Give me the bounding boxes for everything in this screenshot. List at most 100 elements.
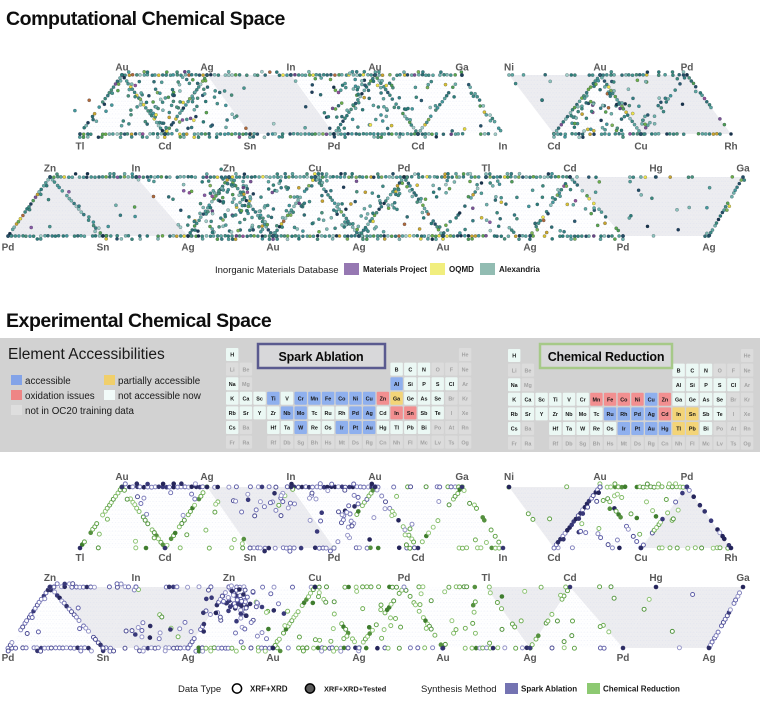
svg-text:Tc: Tc	[311, 411, 317, 417]
svg-text:N: N	[422, 367, 426, 373]
svg-text:not accessible now: not accessible now	[118, 391, 202, 402]
svg-text:Spark Ablation: Spark Ablation	[521, 685, 577, 694]
svg-text:Ts: Ts	[448, 440, 454, 446]
svg-text:Ag: Ag	[702, 243, 715, 254]
svg-text:Os: Os	[324, 426, 331, 432]
svg-text:Ga: Ga	[393, 397, 401, 403]
svg-text:K: K	[512, 398, 516, 404]
svg-text:Inorganic Materials Database: Inorganic Materials Database	[215, 265, 339, 276]
svg-text:Co: Co	[338, 397, 346, 403]
svg-text:Au: Au	[368, 472, 381, 483]
svg-text:Zr: Zr	[553, 412, 559, 418]
svg-text:Pb: Pb	[689, 427, 697, 433]
svg-text:Ra: Ra	[242, 440, 250, 446]
svg-text:Au: Au	[266, 653, 279, 664]
svg-text:Ge: Ge	[689, 398, 696, 404]
svg-text:Experimental Chemical Space: Experimental Chemical Space	[6, 310, 272, 332]
svg-text:Cd: Cd	[661, 412, 668, 418]
svg-text:Db: Db	[565, 441, 573, 447]
svg-text:In: In	[499, 142, 508, 153]
svg-text:Sn: Sn	[97, 653, 110, 664]
svg-text:Ag: Ag	[702, 653, 715, 664]
svg-text:Pt: Pt	[635, 427, 641, 433]
svg-text:Te: Te	[435, 411, 441, 417]
svg-text:Ag: Ag	[352, 243, 365, 254]
svg-text:Bi: Bi	[703, 427, 709, 433]
svg-text:Pd: Pd	[634, 412, 641, 418]
svg-text:Ni: Ni	[635, 398, 641, 404]
svg-text:not in OC20 training data: not in OC20 training data	[25, 406, 134, 417]
svg-text:Au: Au	[115, 63, 128, 74]
svg-text:Ge: Ge	[407, 397, 414, 403]
svg-text:Cu: Cu	[308, 573, 321, 584]
svg-text:Pd: Pd	[617, 653, 630, 664]
svg-text:B: B	[395, 367, 399, 373]
svg-text:accessible: accessible	[25, 376, 71, 387]
svg-text:In: In	[287, 472, 296, 483]
svg-text:O: O	[436, 367, 440, 373]
svg-text:Nh: Nh	[393, 440, 400, 446]
svg-text:Pd: Pd	[617, 243, 630, 254]
svg-text:F: F	[732, 368, 736, 374]
svg-text:Pd: Pd	[398, 573, 411, 584]
svg-text:Kr: Kr	[462, 397, 469, 403]
svg-text:Mt: Mt	[339, 440, 345, 446]
svg-text:Sn: Sn	[244, 142, 257, 153]
svg-text:oxidation issues: oxidation issues	[25, 391, 95, 402]
svg-text:Ag: Ag	[523, 653, 536, 664]
svg-text:XRF+XRD+Tested: XRF+XRD+Tested	[324, 685, 387, 694]
svg-text:Sn: Sn	[97, 243, 110, 254]
svg-text:Ta: Ta	[284, 426, 291, 432]
svg-text:Ti: Ti	[553, 398, 558, 404]
svg-text:Pd: Pd	[328, 553, 341, 564]
svg-text:Cu: Cu	[634, 142, 647, 153]
svg-text:Ir: Ir	[622, 427, 626, 433]
svg-text:Ag: Ag	[352, 653, 365, 664]
svg-text:Sc: Sc	[256, 397, 263, 403]
svg-text:F: F	[450, 367, 454, 373]
svg-text:Na: Na	[229, 382, 237, 388]
svg-text:Os: Os	[606, 427, 613, 433]
svg-text:In: In	[499, 553, 508, 564]
svg-text:Mo: Mo	[297, 411, 305, 417]
svg-text:Ag: Ag	[366, 411, 373, 417]
svg-text:Au: Au	[368, 63, 381, 74]
svg-text:Sn: Sn	[407, 411, 414, 417]
svg-text:Materials Project: Materials Project	[363, 265, 427, 274]
svg-text:Sg: Sg	[297, 440, 304, 446]
svg-text:Bi: Bi	[421, 426, 427, 432]
svg-text:I: I	[733, 412, 735, 418]
svg-text:Nb: Nb	[565, 412, 573, 418]
svg-text:Og: Og	[743, 441, 751, 447]
svg-text:Cu: Cu	[634, 553, 647, 564]
svg-text:Chemical Reduction: Chemical Reduction	[603, 685, 680, 694]
svg-text:Zn: Zn	[44, 573, 56, 584]
svg-text:Al: Al	[676, 383, 682, 389]
svg-text:Pd: Pd	[681, 472, 694, 483]
svg-text:Fe: Fe	[325, 397, 331, 403]
svg-text:Hg: Hg	[379, 426, 386, 432]
svg-text:Fe: Fe	[607, 398, 613, 404]
svg-text:Be: Be	[524, 368, 531, 374]
svg-text:Rb: Rb	[511, 412, 519, 418]
svg-text:partially accessible: partially accessible	[118, 376, 201, 387]
svg-text:Ga: Ga	[736, 164, 750, 175]
svg-text:Na: Na	[511, 383, 519, 389]
svg-text:Y: Y	[540, 412, 544, 418]
svg-text:Ni: Ni	[504, 63, 514, 74]
svg-text:Ti: Ti	[271, 397, 276, 403]
svg-text:Ca: Ca	[242, 397, 250, 403]
svg-text:Cu: Cu	[648, 398, 655, 404]
svg-text:Y: Y	[258, 411, 262, 417]
svg-text:Ds: Ds	[352, 440, 359, 446]
svg-text:Cu: Cu	[308, 164, 321, 175]
svg-text:Mc: Mc	[420, 440, 428, 446]
svg-text:Rn: Rn	[462, 426, 469, 432]
svg-text:Hs: Hs	[325, 440, 332, 446]
svg-text:Bh: Bh	[593, 441, 600, 447]
svg-text:Be: Be	[242, 367, 249, 373]
svg-text:Al: Al	[394, 382, 400, 388]
svg-text:XRF+XRD: XRF+XRD	[250, 685, 288, 694]
svg-text:Fr: Fr	[511, 441, 517, 447]
svg-text:Ne: Ne	[462, 367, 469, 373]
